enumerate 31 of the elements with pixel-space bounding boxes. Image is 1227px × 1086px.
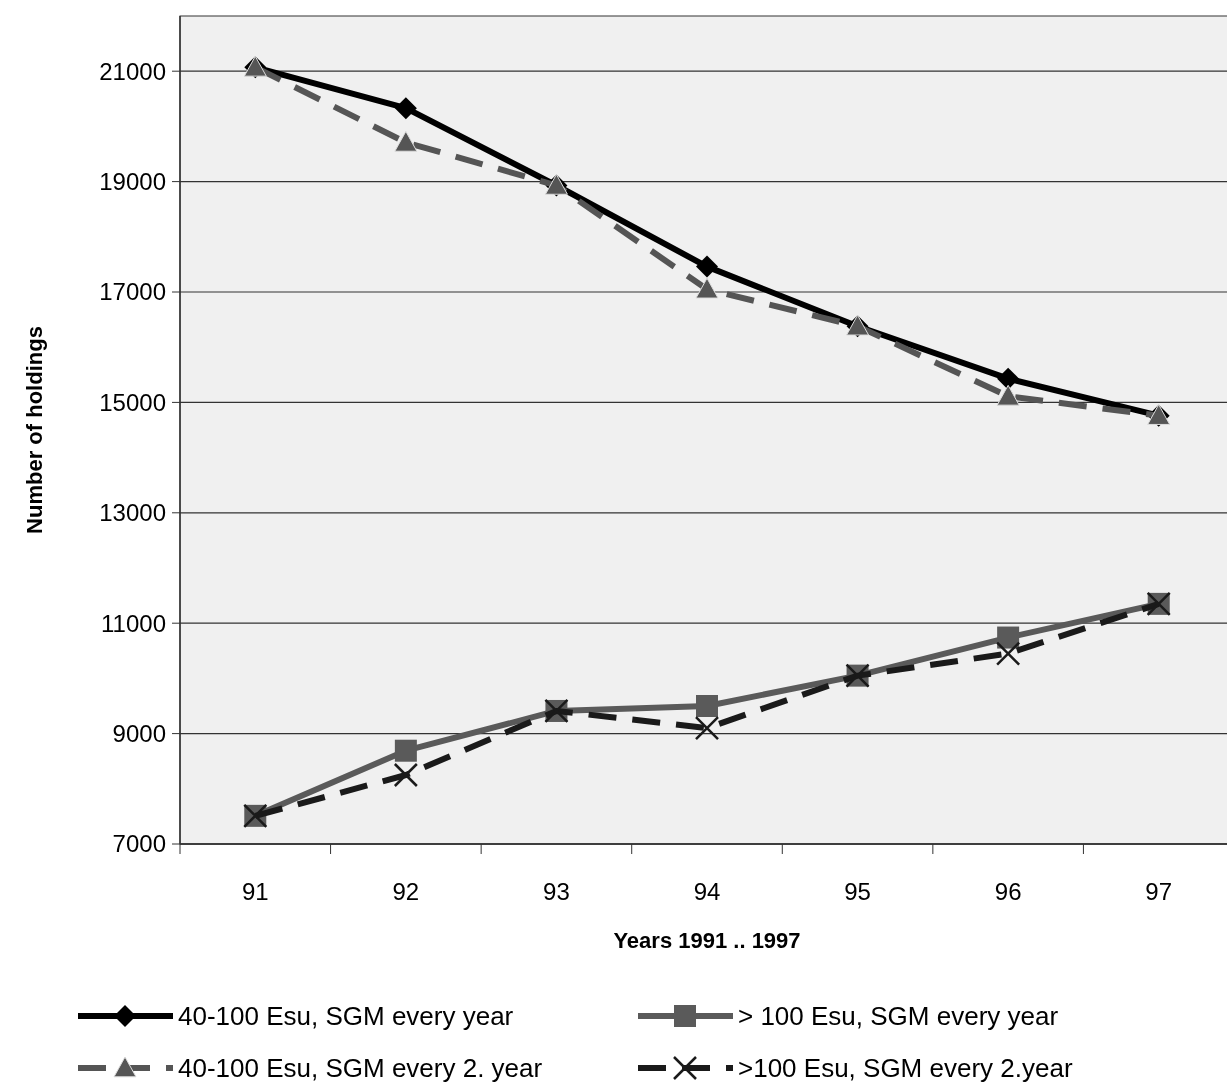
x-tick-label: 95 <box>844 878 871 905</box>
point <box>997 367 1020 390</box>
point <box>394 97 417 120</box>
point <box>694 715 720 741</box>
legend-label: >100 Esu, SGM every 2.year <box>738 1053 1073 1084</box>
legend-label: 40-100 Esu, SGM every 2. year <box>178 1053 543 1084</box>
x-tick-label: 91 <box>241 878 269 905</box>
y-tick-label: 19000 <box>99 168 166 195</box>
x-tick-label: 92 <box>392 878 420 905</box>
x-tick-label: 96 <box>994 878 1022 905</box>
point <box>394 130 418 152</box>
point <box>393 762 419 788</box>
y-axis-title: Number of holdings <box>22 326 47 534</box>
point <box>394 739 417 762</box>
y-tick-label: 17000 <box>99 278 166 306</box>
x-tick-label: 93 <box>543 878 570 905</box>
y-tick-label: 21000 <box>99 57 166 85</box>
legend-label: > 100 Esu, SGM every year <box>738 1001 1059 1032</box>
point <box>695 277 719 299</box>
x-tick-label: 97 <box>1145 878 1173 905</box>
y-tick-label: 7000 <box>112 830 166 858</box>
y-tick-label: 13000 <box>99 499 166 527</box>
x-axis-title: Years 1991 .. 1997 <box>613 928 801 953</box>
legend-label: 40-100 Esu, SGM every year <box>178 1001 514 1032</box>
point <box>996 384 1020 406</box>
y-tick-label: 15000 <box>99 388 166 416</box>
point <box>696 255 718 278</box>
x-tick-label: 94 <box>693 878 721 905</box>
point <box>995 641 1021 666</box>
y-tick-label: 9000 <box>112 720 166 747</box>
y-tick-label: 11000 <box>101 609 166 637</box>
